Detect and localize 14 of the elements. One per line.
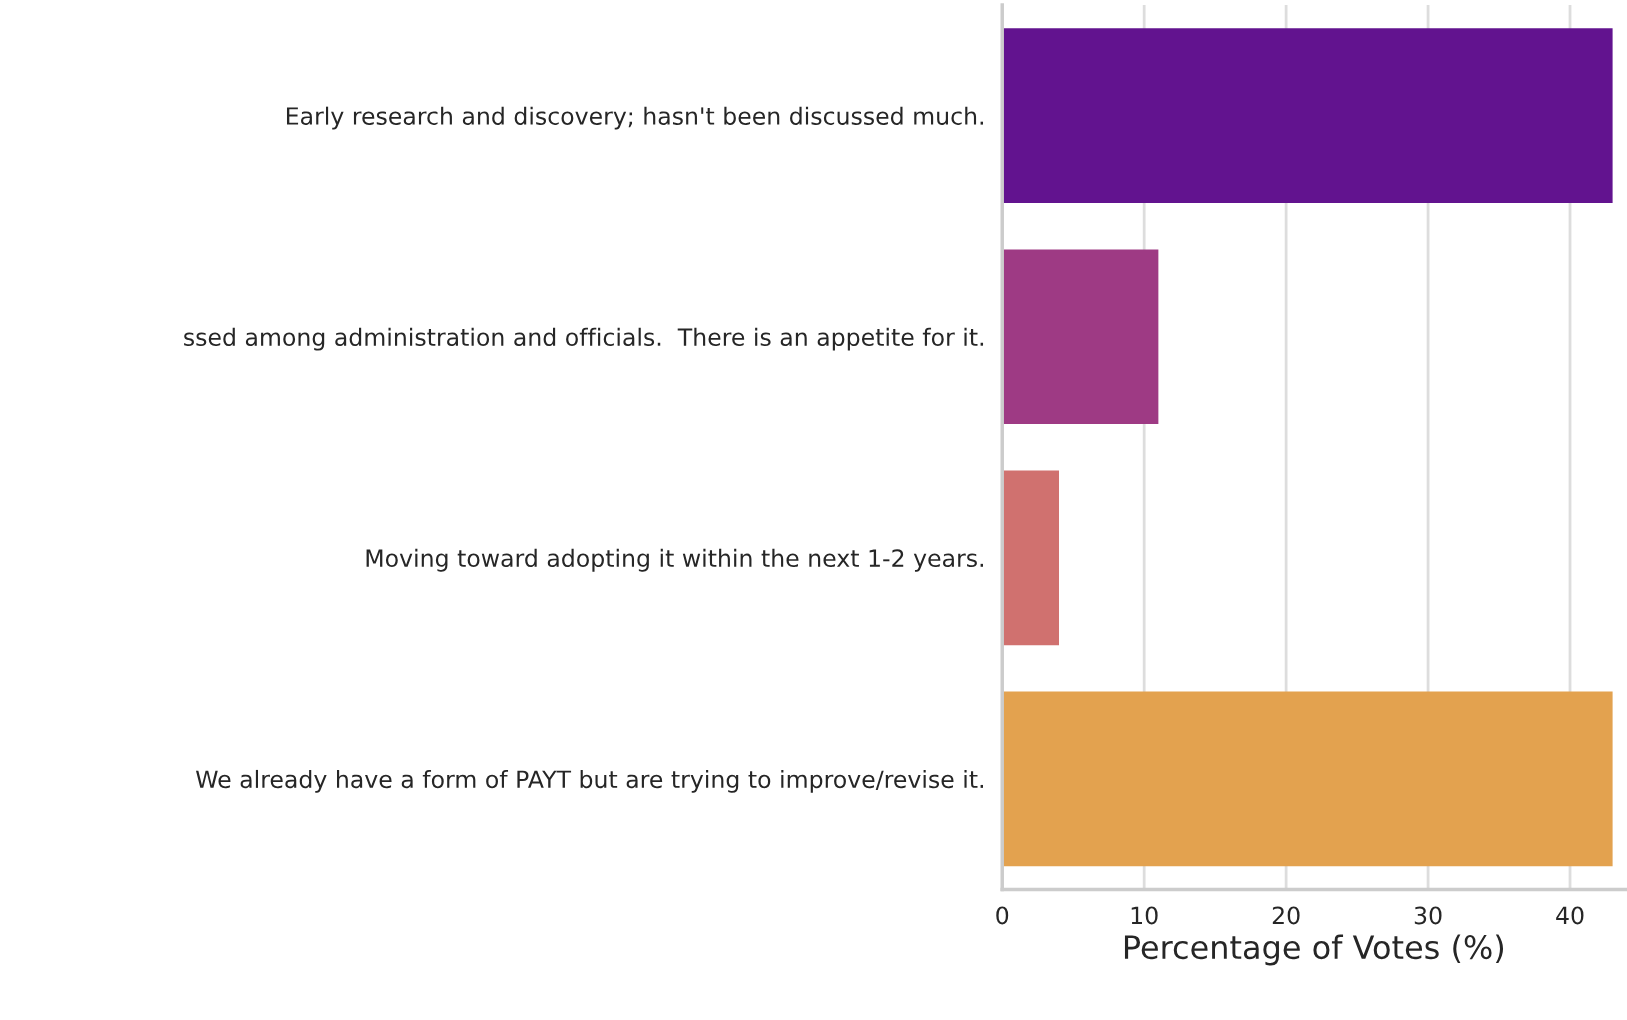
x-tick-label: 40 bbox=[1556, 906, 1584, 925]
x-tick-label: 0 bbox=[996, 906, 1009, 925]
y-tick-label: Moving toward adopting it within the next 1-2 years. bbox=[366, 548, 984, 572]
x-tick-label: 30 bbox=[1414, 906, 1442, 925]
x-axis-title: Percentage of Votes (%) bbox=[1124, 934, 1504, 966]
y-tick-label: Early research and discovery; hasn't been discussed much. bbox=[286, 106, 984, 130]
bar bbox=[1002, 691, 1613, 867]
y-tick-label: We already have a form of PAYT but are trying to improve/revise it. bbox=[196, 769, 984, 793]
x-tick-label: 20 bbox=[1272, 906, 1300, 925]
x-tick-label: 10 bbox=[1131, 906, 1158, 925]
bar bbox=[1002, 28, 1613, 203]
bar bbox=[1002, 249, 1159, 425]
bar bbox=[1002, 470, 1060, 646]
y-tick-label: ssed among administration and officials. There is an appetite for it. bbox=[184, 327, 984, 351]
